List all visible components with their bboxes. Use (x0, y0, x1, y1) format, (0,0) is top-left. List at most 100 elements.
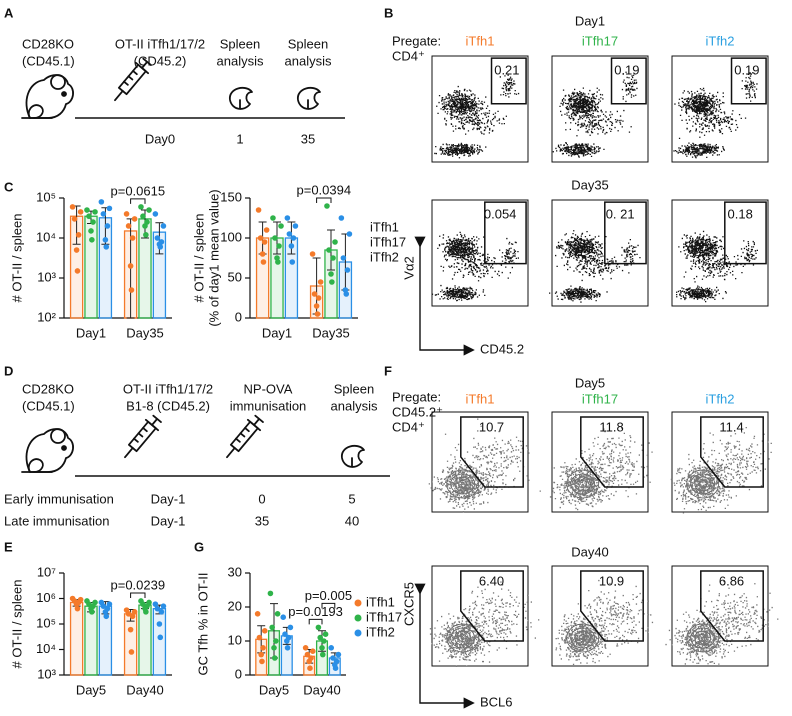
y-axis-label: # OT-II / spleen (9, 580, 24, 669)
data-point (142, 223, 148, 229)
event-dots (555, 579, 654, 665)
x-tick-label: Day40 (303, 682, 341, 697)
data-point (332, 239, 338, 245)
data-point (103, 613, 110, 620)
gate (490, 57, 527, 105)
panel-letter: C (4, 179, 14, 194)
plot-frame (671, 199, 769, 307)
data-point (157, 634, 164, 641)
data-point (156, 621, 163, 627)
data-point (307, 665, 313, 671)
x-tick-label: Day5 (259, 682, 289, 697)
data-point (330, 655, 336, 661)
data-point (309, 251, 316, 257)
data-point (73, 247, 80, 253)
schedule-day: 0 (258, 491, 265, 506)
schedule-day: 40 (345, 513, 359, 528)
data-point (71, 216, 78, 222)
y-tick-label: 100 (220, 229, 242, 244)
data-point (88, 228, 94, 234)
axis-arrow (414, 236, 475, 356)
data-point (286, 231, 293, 237)
event-dots (676, 230, 758, 303)
data-point (100, 603, 107, 609)
data-point (84, 207, 90, 213)
gate-value: 11.8 (599, 419, 623, 434)
analysis-label: analysis (217, 53, 264, 68)
data-point (90, 219, 96, 225)
event-dots (429, 581, 540, 667)
data-point (258, 651, 265, 658)
row-title: Day1 (575, 13, 605, 28)
significance-bracket (316, 197, 332, 203)
data-point (125, 223, 132, 229)
data-point (160, 223, 167, 229)
spleen-icon (297, 86, 321, 110)
data-point (257, 235, 264, 241)
gate (460, 416, 524, 488)
data-point (160, 603, 167, 609)
data-point (89, 609, 95, 615)
axis-label: BCL6 (480, 694, 513, 709)
plot-frame (431, 199, 529, 307)
gate-value: 10.7 (479, 419, 504, 434)
gate-value: 0.19 (734, 62, 759, 77)
significance-bracket (308, 618, 323, 625)
y-tick-label: 50 (228, 269, 242, 284)
gate (580, 416, 644, 488)
data-point (259, 251, 266, 257)
data-point (271, 645, 277, 651)
gate (580, 570, 644, 642)
bar (123, 613, 138, 676)
data-point (128, 287, 135, 293)
data-point (272, 235, 278, 241)
data-point (274, 611, 281, 617)
panel-letter: D (4, 363, 13, 378)
legend-label: iTfh17 (370, 234, 406, 249)
data-point (255, 207, 262, 213)
y-axis-label: # OT-II / spleen (9, 214, 24, 303)
panel-letter: G (194, 539, 204, 554)
schedule-label: Late immunisation (4, 513, 110, 528)
column-header: iTfh2 (706, 391, 735, 406)
gate (730, 57, 767, 105)
data-point (332, 665, 339, 671)
host-label: (CD45.1) (22, 398, 75, 413)
data-point (275, 259, 281, 265)
spleen-icon (341, 444, 365, 468)
y-tick-label: 10³ (37, 666, 56, 681)
timeline-label: 1 (236, 131, 243, 146)
data-point (328, 271, 334, 277)
data-point (143, 609, 149, 615)
analysis-label: Spleen (288, 36, 328, 51)
pregate-label: Pregate: (392, 33, 441, 48)
syringe-icon (114, 57, 152, 102)
x-tick-label: Day1 (262, 325, 292, 340)
y-axis-label: GC Tfh % in OT-II (195, 572, 210, 675)
legend-label: iTfh1 (370, 219, 399, 234)
data-point (269, 624, 276, 631)
data-point (314, 311, 321, 317)
gate-value: 6.40 (479, 573, 504, 588)
y-tick-label: 10⁵ (36, 189, 56, 204)
schedule-day: Day-1 (151, 513, 186, 528)
plot-frame (551, 411, 649, 513)
bar (152, 607, 167, 676)
data-point (86, 213, 92, 220)
legend-label: iTfh2 (370, 249, 399, 264)
p-value: p=0.0239 (111, 577, 166, 592)
event-dots (549, 427, 653, 511)
data-point (154, 605, 161, 612)
data-point (280, 614, 287, 620)
plot-frame (551, 565, 649, 667)
data-point (102, 237, 109, 243)
data-point (143, 232, 149, 238)
event-dots (552, 71, 638, 158)
pregate-label: CD4⁺ (392, 48, 425, 63)
data-point (103, 244, 110, 250)
data-point (328, 645, 335, 651)
data-point (302, 645, 309, 651)
data-point (77, 209, 84, 215)
data-point (309, 648, 316, 654)
data-point (256, 634, 263, 641)
